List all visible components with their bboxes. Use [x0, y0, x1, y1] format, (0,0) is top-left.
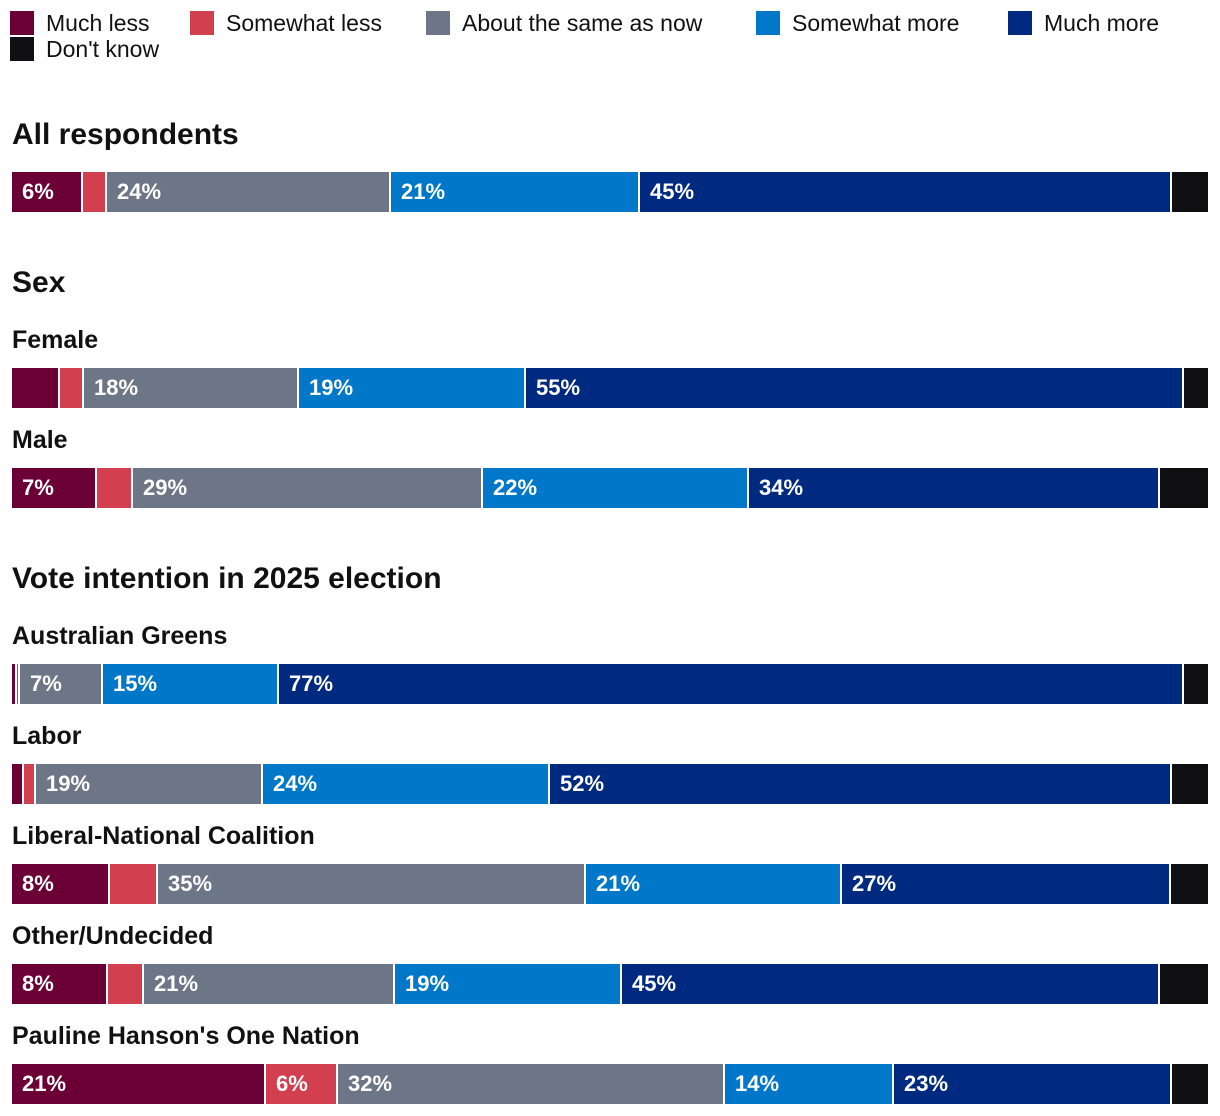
- stacked-bar: 6% 24% 21% 45%: [12, 172, 1208, 212]
- legend-item-somewhat-more: Somewhat more: [756, 10, 959, 36]
- row-label: Pauline Hanson's One Nation: [12, 1022, 360, 1050]
- bar-segment-much-less: [12, 864, 108, 904]
- legend-item-much-less: Much less: [10, 10, 150, 36]
- section-title: Sex: [12, 266, 66, 299]
- bar-segment-same: [144, 964, 393, 1004]
- bar-segment-somewhat-less: [60, 368, 82, 408]
- legend-swatch: [190, 11, 214, 35]
- bar-segment-somewhat-more: [299, 368, 524, 408]
- row-label: Male: [12, 426, 68, 454]
- bar-segment-much-more: [749, 468, 1158, 508]
- section-title: All respondents: [12, 118, 239, 151]
- legend-item-same: About the same as now: [426, 10, 702, 36]
- bar-segment-much-more: [550, 764, 1170, 804]
- bar-segment-much-more: [526, 368, 1182, 408]
- bar-segment-somewhat-less: [108, 964, 142, 1004]
- bar-segment-much-more: [279, 664, 1182, 704]
- bar-segment-somewhat-more: [483, 468, 747, 508]
- bar-segment-same: [84, 368, 297, 408]
- bar-segment-somewhat-less: [266, 1064, 336, 1104]
- legend-label: Don't know: [46, 35, 160, 62]
- bar-segment-somewhat-less: [24, 764, 34, 804]
- legend-label: Somewhat more: [792, 9, 960, 36]
- bar-segment-dont-know: [1171, 864, 1208, 904]
- bar-segment-dont-know: [1184, 664, 1208, 704]
- legend-label: Much more: [1044, 9, 1160, 36]
- legend-swatch: [426, 11, 450, 35]
- bar-segment-much-more: [894, 1064, 1170, 1104]
- bar-segment-same: [338, 1064, 723, 1104]
- bar-segment-somewhat-more: [725, 1064, 892, 1104]
- legend-item-dont-know: Don't know: [10, 36, 159, 62]
- bar-segment-somewhat-less: [97, 468, 131, 508]
- row-label: Female: [12, 326, 99, 354]
- bar-segment-much-less: [12, 764, 22, 804]
- legend-swatch: [756, 11, 780, 35]
- bar-segment-much-less: [12, 468, 95, 508]
- bar-segment-dont-know: [1172, 764, 1208, 804]
- bar-segment-somewhat-less: [17, 664, 18, 704]
- bar-segment-somewhat-more: [103, 664, 277, 704]
- bar-segment-dont-know: [1160, 468, 1208, 508]
- bar-segment-much-less: [12, 964, 106, 1004]
- bar-segment-somewhat-more: [395, 964, 620, 1004]
- bar-segment-same: [133, 468, 481, 508]
- row-label: Other/Undecided: [12, 922, 214, 950]
- legend-label: About the same as now: [462, 9, 703, 36]
- bar-segment-same: [158, 864, 584, 904]
- bar-segment-somewhat-more: [586, 864, 840, 904]
- bar-segment-much-less: [12, 1064, 264, 1104]
- section-title: Vote intention in 2025 election: [12, 562, 442, 595]
- bar-segment-much-more: [842, 864, 1169, 904]
- bar-segment-same: [20, 664, 101, 704]
- row-label: Liberal-National Coalition: [12, 822, 315, 850]
- bar-segment-much-more: [640, 172, 1170, 212]
- legend-swatch: [1008, 11, 1032, 35]
- bar-segment-much-less: [12, 368, 58, 408]
- stacked-bar: 8% 21% 19% 45%: [12, 964, 1208, 1004]
- stacked-bar: 18% 19% 55%: [12, 368, 1208, 408]
- row-label: Australian Greens: [12, 622, 228, 650]
- bar-segment-somewhat-more: [391, 172, 638, 212]
- bar-segment-dont-know: [1160, 964, 1208, 1004]
- legend-swatch: [10, 37, 34, 61]
- legend-label: Much less: [46, 9, 150, 36]
- stacked-bar: 21% 6% 32% 14% 23%: [12, 1064, 1208, 1104]
- stacked-bar: 19% 24% 52%: [12, 764, 1208, 804]
- legend-item-much-more: Much more: [1008, 10, 1159, 36]
- row-label: Labor: [12, 722, 82, 750]
- bar-segment-somewhat-more: [263, 764, 548, 804]
- bar-segment-same: [107, 172, 389, 212]
- bar-segment-same: [36, 764, 261, 804]
- bar-segment-dont-know: [1172, 1064, 1208, 1104]
- bar-segment-dont-know: [1184, 368, 1208, 408]
- bar-segment-somewhat-less: [83, 172, 105, 212]
- stacked-bar: 8% 35% 21% 27%: [12, 864, 1208, 904]
- bar-segment-much-less: [12, 664, 15, 704]
- stacked-bar: 7% 29% 22% 34%: [12, 468, 1208, 508]
- bar-segment-much-less: [12, 172, 81, 212]
- legend-label: Somewhat less: [226, 9, 382, 36]
- bar-segment-somewhat-less: [110, 864, 156, 904]
- bar-segment-much-more: [622, 964, 1158, 1004]
- legend-item-somewhat-less: Somewhat less: [190, 10, 382, 36]
- bar-segment-dont-know: [1172, 172, 1208, 212]
- legend-swatch: [10, 11, 34, 35]
- stacked-bar: 7% 15% 77%: [12, 664, 1208, 704]
